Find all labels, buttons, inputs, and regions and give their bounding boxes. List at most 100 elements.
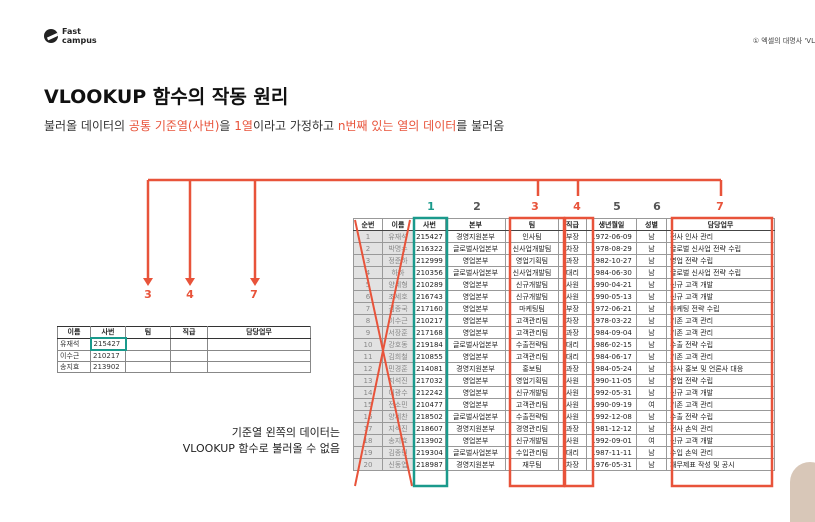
source-cell-name: 민경훈 [382, 362, 414, 375]
presenter-video-thumbnail [790, 462, 815, 522]
source-cell-name: 유재석 [382, 230, 414, 243]
source-cell-team: 재무팀 [505, 458, 559, 471]
source-row: 3 정준하 212999 영업본부 영업기획팀 과장 1982-10-27 남 영업 전략 수립 [353, 254, 775, 267]
source-cell-id: 218987 [413, 458, 446, 471]
column-number-4: 4 [573, 200, 581, 213]
column-number-5: 5 [613, 200, 621, 213]
source-row: 11 김희철 210855 영업본부 고객관리팀 대리 1984-06-17 남 기존 고객 관… [353, 350, 775, 363]
source-cell-birth: 1984-06-30 [586, 266, 637, 279]
lookup-table: 이름 사번 팀 직급 담당업무 유재석 215427 이수근 210217 송지… [57, 326, 311, 373]
lookup-cell-name: 이수근 [57, 349, 91, 362]
brand-logo: Fast campus [44, 27, 97, 45]
source-cell-name: 송지효 [382, 434, 414, 447]
source-cell-id: 212999 [413, 254, 446, 267]
source-cell-team: 고객관리팀 [505, 398, 559, 411]
subtitle-highlight: 공통 기준열(사번) [128, 119, 220, 133]
source-cell-team: 신규개발팀 [505, 278, 559, 291]
source-cell-rank: 사원 [558, 398, 587, 411]
source-cell-rank: 사원 [558, 410, 587, 423]
source-cell-rank: 사원 [558, 386, 587, 399]
source-cell-birth: 1990-11-05 [586, 374, 637, 387]
source-cell-seq: 7 [353, 302, 383, 315]
source-cell-name: 신동엽 [382, 458, 414, 471]
source-cell-name: 전소민 [382, 398, 414, 411]
source-cell-team: 신규개발팀 [505, 434, 559, 447]
source-cell-id: 210855 [413, 350, 446, 363]
source-cell-seq: 16 [353, 410, 383, 423]
source-table: 순번 이름 사번 본부 팀 직급 생년월일 성별 담당업무 1 유재석 215427… [353, 218, 775, 471]
target-number-4: 4 [186, 288, 194, 301]
source-cell-duty: 전사 인사 관리 [666, 230, 775, 243]
source-cell-rank: 대리 [558, 446, 587, 459]
source-cell-rank: 사원 [558, 278, 587, 291]
source-cell-gender: 남 [636, 362, 667, 375]
lookup-header-duty: 담당업무 [207, 326, 311, 339]
source-cell-division: 영업본부 [445, 302, 506, 315]
source-cell-division: 영업본부 [445, 398, 506, 411]
source-header-id: 사번 [413, 218, 446, 231]
source-cell-id: 215427 [413, 230, 446, 243]
source-cell-division: 영업본부 [445, 326, 506, 339]
source-header-seq: 순번 [353, 218, 383, 231]
source-cell-seq: 11 [353, 350, 383, 363]
source-cell-name: 하하 [382, 266, 414, 279]
source-cell-name: 박명수 [382, 242, 414, 255]
lookup-header-team: 팀 [125, 326, 171, 339]
source-cell-gender: 남 [636, 254, 667, 267]
source-row: 19 김종민 219304 글로벌사업본부 수입관리팀 대리 1987-11-11 남 수입 손… [353, 446, 775, 459]
target-number-3: 3 [144, 288, 152, 301]
source-cell-gender: 여 [636, 434, 667, 447]
source-row: 10 강호동 219184 글로벌사업본부 수출전략팀 대리 1986-02-15 남 수출 전… [353, 338, 775, 351]
source-cell-division: 영업본부 [445, 278, 506, 291]
brand-line1: Fast [62, 27, 81, 36]
source-row: 15 전소민 210477 영업본부 고객관리팀 사원 1990-09-19 여 기존 고객 관… [353, 398, 775, 411]
source-cell-birth: 1992-09-01 [586, 434, 637, 447]
lookup-cell-id: 213902 [90, 361, 126, 373]
lookup-cell [125, 349, 171, 362]
source-cell-duty: 수입 손익 관리 [666, 446, 775, 459]
source-cell-birth: 1990-04-21 [586, 278, 637, 291]
source-cell-id: 216743 [413, 290, 446, 303]
lookup-row: 송지효 213902 [57, 361, 311, 373]
lookup-cell-name: 송지효 [57, 361, 91, 373]
source-cell-id: 217168 [413, 326, 446, 339]
source-row: 13 지석진 217032 영업본부 영업기획팀 사원 1990-11-05 남 영업 전략 수… [353, 374, 775, 387]
source-cell-id: 217160 [413, 302, 446, 315]
source-cell-duty: 신규 고객 개발 [666, 386, 775, 399]
source-cell-duty: 마케팅 전략 수립 [666, 302, 775, 315]
arrow-head-col4 [185, 278, 195, 286]
source-cell-birth: 1986-02-15 [586, 338, 637, 351]
source-cell-gender: 남 [636, 266, 667, 279]
source-cell-gender: 남 [636, 326, 667, 339]
source-cell-team: 고객관리팀 [505, 314, 559, 327]
source-row: 7 김종국 217160 영업본부 마케팅팀 부장 1972-06-21 남 마케팅 전략 수립 [353, 302, 775, 315]
source-cell-rank: 사원 [558, 374, 587, 387]
source-cell-division: 글로벌사업본부 [445, 338, 506, 351]
source-cell-seq: 20 [353, 458, 383, 471]
source-cell-birth: 1978-08-29 [586, 242, 637, 255]
source-cell-birth: 1990-05-13 [586, 290, 637, 303]
source-cell-gender: 남 [636, 422, 667, 435]
source-cell-birth: 1972-06-21 [586, 302, 637, 315]
source-cell-team: 신규개발팀 [505, 290, 559, 303]
source-cell-duty: 글로벌 신사업 전략 수립 [666, 266, 775, 279]
source-cell-division: 영업본부 [445, 254, 506, 267]
source-cell-division: 영업본부 [445, 350, 506, 363]
source-cell-birth: 1981-12-12 [586, 422, 637, 435]
source-cell-gender: 남 [636, 230, 667, 243]
lookup-cell [125, 337, 171, 351]
source-cell-name: 서장훈 [382, 326, 414, 339]
source-row: 2 박명수 216322 글로벌사업본부 신사업개발팀 차장 1978-08-29 남 글로벌 … [353, 242, 775, 255]
source-cell-duty: 기존 고객 관리 [666, 326, 775, 339]
lookup-cell [207, 337, 311, 351]
source-cell-birth: 1982-10-27 [586, 254, 637, 267]
source-cell-birth: 1984-09-04 [586, 326, 637, 339]
brand-name: Fast campus [62, 27, 97, 45]
source-row: 20 신동엽 218987 경영지원본부 재무팀 차장 1976-05-31 남 재무제표 작성… [353, 458, 775, 471]
source-cell-division: 글로벌사업본부 [445, 446, 506, 459]
source-cell-division: 경영지원본부 [445, 458, 506, 471]
section-label: ① 엑셀의 대명사 'VL [752, 37, 815, 45]
source-cell-seq: 17 [353, 422, 383, 435]
source-cell-name: 정준하 [382, 254, 414, 267]
source-cell-team: 고객관리팀 [505, 326, 559, 339]
